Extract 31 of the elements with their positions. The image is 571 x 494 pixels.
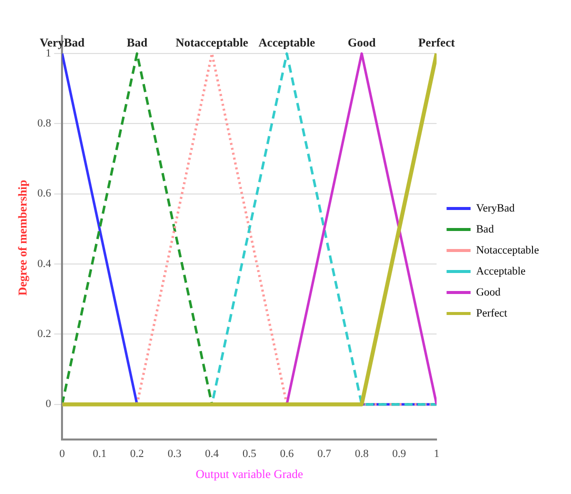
- x-tick-label: 0.2: [130, 448, 144, 460]
- x-tick-label: 1: [434, 448, 440, 460]
- y-tick-label: 1: [46, 47, 52, 60]
- y-tick-label: 0.4: [37, 258, 52, 270]
- x-tick-label: 0: [59, 448, 66, 460]
- y-tick-label: 0.2: [37, 328, 52, 340]
- annotation: Perfect: [418, 36, 455, 50]
- x-tick-label: 0.6: [280, 448, 294, 460]
- x-tick-label: 0.3: [168, 448, 182, 460]
- x-tick-label: 0.8: [354, 448, 370, 460]
- y-axis-title: Degree of membership: [15, 180, 30, 296]
- x-tick-label: 0.4: [205, 448, 220, 460]
- x-tick-label: 0.1: [92, 448, 106, 460]
- x-tick-label: 0.9: [392, 448, 407, 460]
- annotation: Acceptable: [258, 36, 316, 50]
- legend-label: Notacceptable: [476, 244, 540, 256]
- legend-label: VeryBad: [476, 202, 516, 214]
- annotation: Bad: [126, 36, 148, 50]
- y-tick-label: 0: [46, 398, 52, 410]
- annotation: Notacceptable: [176, 36, 249, 50]
- legend-label: Perfect: [476, 307, 508, 320]
- legend-label: Bad: [476, 223, 494, 236]
- y-tick-label: 0.6: [37, 188, 52, 200]
- x-tick-label: 0.7: [317, 448, 332, 460]
- x-axis-title: Output variable Grade: [196, 466, 304, 481]
- legend-label: Good: [476, 286, 502, 298]
- y-tick-label: 0.8: [37, 118, 52, 130]
- annotation: Good: [348, 36, 376, 50]
- legend-label: Acceptable: [476, 265, 526, 278]
- annotation: VeryBad: [40, 36, 85, 50]
- x-tick-label: 0.5: [242, 448, 257, 460]
